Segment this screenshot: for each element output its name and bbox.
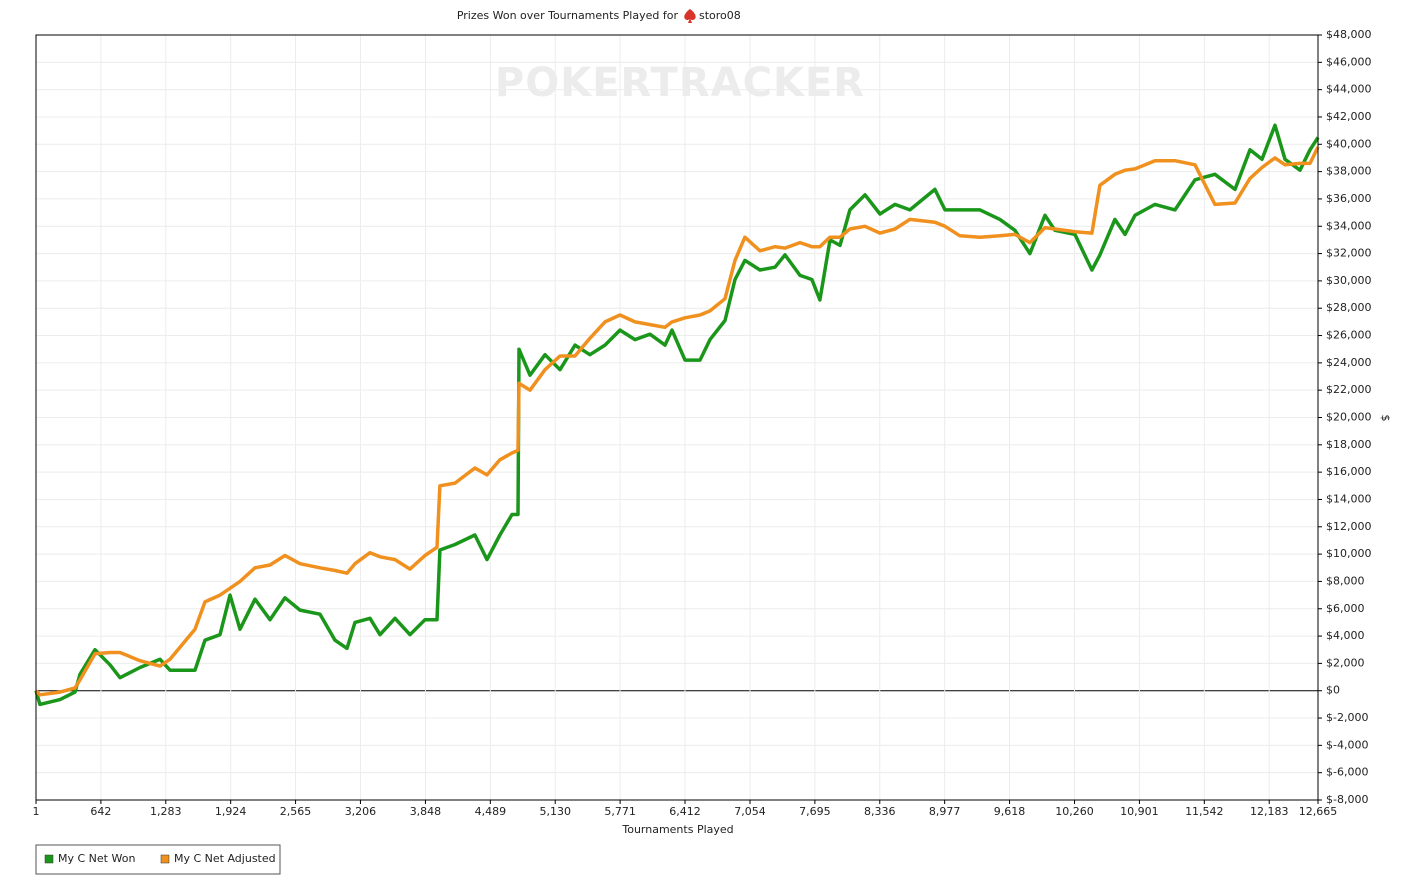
x-tick-label: 1,283 [150,805,182,818]
x-tick-label: 5,130 [539,805,571,818]
y-tick-label: $16,000 [1326,465,1372,478]
y-tick-label: $4,000 [1326,629,1365,642]
legend-swatch [160,854,170,864]
y-tick-label: $18,000 [1326,438,1372,451]
x-tick-label: 8,977 [929,805,961,818]
y-tick-label: $12,000 [1326,520,1372,533]
legend-label: My C Net Won [58,852,135,865]
y-tick-label: $10,000 [1326,547,1372,560]
x-tick-label: 642 [90,805,111,818]
x-tick-label: 12,183 [1250,805,1289,818]
x-tick-label: 3,848 [410,805,442,818]
chart-title: Prizes Won over Tournaments Played for [457,9,679,22]
spade-icon [684,9,696,23]
x-tick-label: 10,901 [1120,805,1159,818]
y-tick-label: $0 [1326,684,1340,697]
y-axis-label: $ [1379,415,1392,422]
y-tick-label: $-2,000 [1326,711,1368,724]
grid: $-8,000 $-6,000 $-4,000 $-2,000 $0 $2,000 $4,0… [33,28,1372,818]
player-name: storo08 [699,9,741,22]
legend-swatch [44,854,54,864]
x-tick-label: 5,771 [604,805,636,818]
y-tick-label: $-8,000 [1326,793,1368,806]
series-line [34,146,1320,697]
y-tick-label: $48,000 [1326,28,1372,41]
y-tick-label: $46,000 [1326,55,1372,68]
y-tick-label: $32,000 [1326,247,1372,260]
y-tick-label: $38,000 [1326,165,1372,178]
y-tick-label: $44,000 [1326,83,1372,96]
y-tick-label: $2,000 [1326,656,1365,669]
x-axis-label: Tournaments Played [621,823,733,836]
legend-label: My C Net Adjusted [174,852,276,865]
x-tick-label: 6,412 [669,805,701,818]
y-tick-label: $28,000 [1326,301,1372,314]
x-tick-label: 10,260 [1055,805,1094,818]
y-tick-label: $40,000 [1326,137,1372,150]
y-tick-label: $34,000 [1326,219,1372,232]
y-tick-label: $-4,000 [1326,738,1368,751]
legend-box [35,844,281,875]
y-tick-label: $8,000 [1326,574,1365,587]
legend: My C Net Won My C Net Adjusted [44,852,276,865]
y-tick-label: $36,000 [1326,192,1372,205]
y-tick-label: $22,000 [1326,383,1372,396]
y-tick-label: $-6,000 [1326,766,1368,779]
x-tick-label: 3,206 [345,805,377,818]
y-tick-label: $30,000 [1326,274,1372,287]
y-tick-label: $24,000 [1326,356,1372,369]
x-tick-label: 4,489 [475,805,507,818]
x-tick-label: 8,336 [864,805,896,818]
y-tick-label: $14,000 [1326,492,1372,505]
plot-frame [35,34,1319,801]
series-line [34,123,1320,707]
x-tick-label: 9,618 [994,805,1026,818]
x-tick-label: 11,542 [1185,805,1224,818]
watermark: POKERTRACKER [495,60,865,106]
x-tick-label: 2,565 [280,805,312,818]
x-tick-label: 1 [33,805,40,818]
y-tick-label: $26,000 [1326,329,1372,342]
y-tick-label: $20,000 [1326,411,1372,424]
x-tick-label: 7,695 [799,805,831,818]
x-tick-label: 12,665 [1299,805,1338,818]
y-tick-label: $6,000 [1326,602,1365,615]
y-tick-label: $42,000 [1326,110,1372,123]
plot [34,123,1320,707]
x-tick-label: 7,054 [734,805,766,818]
x-tick-label: 1,924 [215,805,247,818]
